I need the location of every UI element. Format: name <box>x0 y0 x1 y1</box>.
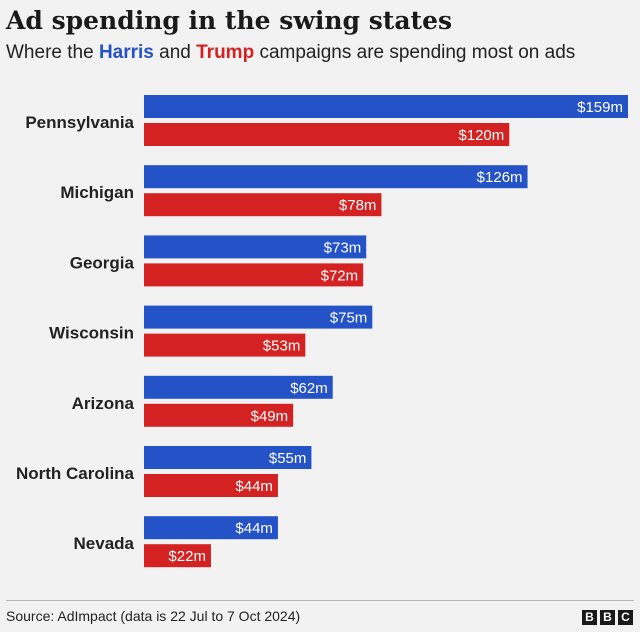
trump-bar <box>144 403 294 427</box>
harris-bar <box>144 516 278 540</box>
subtitle-harris: Harris <box>98 42 154 63</box>
trump-value-label: $78m <box>339 197 377 214</box>
category-label: Nevada <box>74 534 135 553</box>
trump-value-label: $72m <box>321 267 359 284</box>
bbc-logo-letter: B <box>582 610 597 625</box>
trump-value-label: $22m <box>168 548 206 565</box>
subtitle-and: and <box>153 42 197 63</box>
subtitle-trump: Trump <box>196 42 255 63</box>
harris-bar <box>144 165 528 189</box>
category-label: Georgia <box>70 253 135 272</box>
category-label: Pennsylvania <box>25 113 134 132</box>
harris-value-label: $159m <box>577 99 623 116</box>
harris-bar <box>144 446 312 469</box>
bbc-logo: B B C <box>582 610 633 625</box>
subtitle-suffix: campaigns are spending most on ads <box>254 42 576 63</box>
harris-bar <box>144 305 373 329</box>
trump-bar <box>144 333 306 357</box>
trump-value-label: $120m <box>458 127 504 144</box>
harris-value-label: $44m <box>235 520 273 537</box>
harris-bar <box>144 95 628 118</box>
harris-value-label: $62m <box>290 380 328 397</box>
subtitle-prefix: Where the <box>6 42 99 63</box>
chart-title: Ad spending in the swing states <box>6 6 453 35</box>
trump-bar <box>144 123 510 146</box>
harris-value-label: $73m <box>324 239 362 256</box>
source-note: Source: AdImpact (data is 22 Jul to 7 Oc… <box>6 608 301 624</box>
trump-bar <box>144 474 278 497</box>
category-label: Wisconsin <box>49 324 134 343</box>
trump-bar <box>144 263 364 287</box>
harris-value-label: $75m <box>330 310 368 327</box>
trump-value-label: $44m <box>235 478 273 495</box>
trump-bar <box>144 193 382 217</box>
chart-subtitle: Where the Harris and Trump campaigns are… <box>6 42 575 64</box>
harris-bar <box>144 375 333 399</box>
harris-value-label: $126m <box>477 169 523 186</box>
category-label: Arizona <box>72 394 135 413</box>
harris-bar <box>144 235 367 259</box>
category-label: Michigan <box>60 183 134 202</box>
bbc-logo-letter: C <box>618 610 633 625</box>
trump-value-label: $49m <box>251 408 289 425</box>
trump-value-label: $53m <box>263 338 301 355</box>
trump-bar <box>144 544 211 568</box>
bbc-logo-letter: B <box>600 610 615 625</box>
category-label: North Carolina <box>16 464 135 483</box>
footer-divider <box>6 600 634 601</box>
harris-value-label: $55m <box>269 450 307 467</box>
bar-chart: Pennsylvania $159m $120m Michigan $126m $78m G… <box>16 95 628 568</box>
